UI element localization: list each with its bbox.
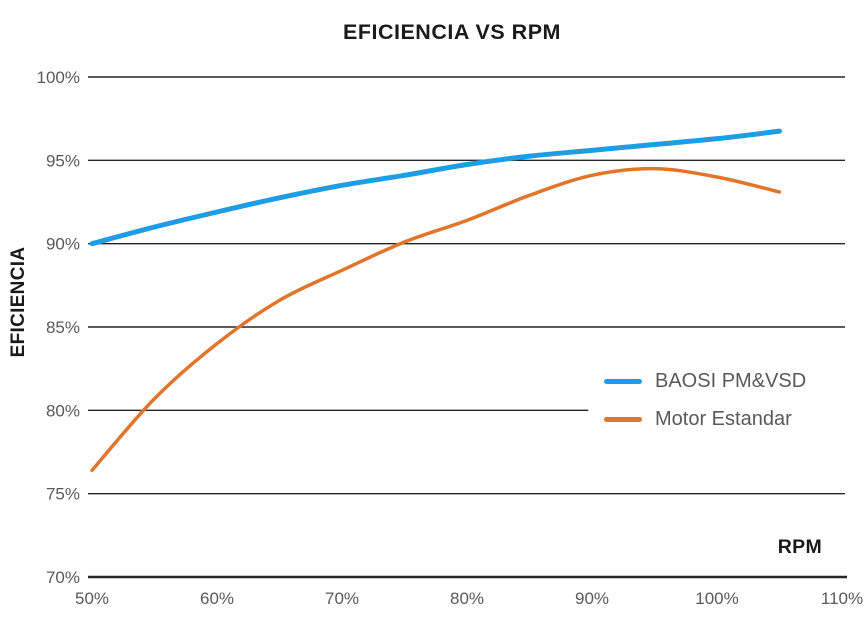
x-axis-title: RPM [777, 536, 822, 558]
legend: BAOSI PM&VSD Motor Estandar [594, 364, 858, 437]
y-tick-label: 100% [37, 68, 80, 87]
series-line-1 [90, 166, 782, 473]
legend-label-baosi: BAOSI PM&VSD [655, 370, 807, 392]
y-tick-label: 85% [46, 318, 80, 337]
baosi-line-swatch [604, 379, 642, 384]
chart-title: EFICIENCIA VS RPM [343, 20, 561, 44]
legend-label-motor-estandar: Motor Estandar [655, 408, 792, 430]
x-tick-label: 110% [821, 589, 863, 608]
x-tick-label: 80% [450, 589, 484, 608]
y-tick-label: 70% [46, 568, 80, 587]
x-tick-label: 60% [200, 589, 234, 608]
x-tick-label: 100% [695, 589, 738, 608]
legend-item-baosi: BAOSI PM&VSD [604, 370, 858, 393]
motor-estandar-line-swatch [604, 417, 642, 422]
x-tick-label: 90% [575, 589, 609, 608]
y-tick-label: 75% [46, 485, 80, 504]
x-tick-label: 50% [75, 589, 109, 608]
y-tick-label: 90% [46, 235, 80, 254]
y-tick-label: 95% [46, 151, 80, 170]
y-tick-label: 80% [46, 401, 80, 420]
x-tick-label: 70% [325, 589, 359, 608]
series-line-0 [89, 128, 782, 247]
legend-item-motor-estandar: Motor Estandar [604, 408, 858, 431]
